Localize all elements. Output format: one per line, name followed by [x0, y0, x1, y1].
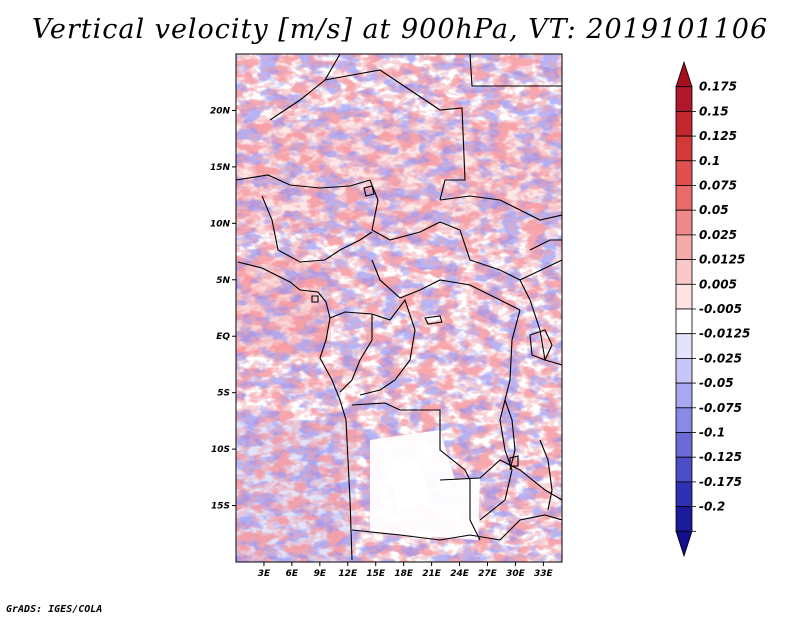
colorbar-segment — [675, 481, 693, 507]
lon-tick-label: 21E — [422, 569, 442, 579]
colorbar-label: -0.175 — [699, 475, 742, 489]
colorbar-segment — [675, 234, 693, 260]
lon-tick-label: 30E — [506, 569, 526, 579]
lon-tick-label: 15E — [366, 569, 386, 579]
lon-tick-label: 12E — [338, 569, 358, 579]
colorbar-segment — [675, 209, 693, 236]
border-car — [371, 259, 521, 311]
colorbar-label: 0.05 — [699, 203, 729, 217]
colorbar-segment — [675, 135, 693, 162]
country-borders — [236, 54, 562, 561]
colorbar-label: 0.005 — [699, 277, 737, 291]
colorbar-segment — [675, 259, 693, 285]
lon-tick-label: 9E — [314, 569, 327, 579]
lake-malawi — [539, 439, 553, 511]
border-north-2 — [324, 69, 466, 201]
colorbar-segment — [675, 111, 693, 137]
border-eastafrica-1 — [519, 279, 562, 366]
border-drc-east — [479, 309, 521, 521]
lat-tick-label: 15S — [211, 502, 230, 512]
colorbar: 0.175 0.15 0.125 0.1 0.075 0.05 0.025 0.0125 0.0… — [675, 60, 750, 558]
angola-white-patch-2 — [388, 460, 430, 512]
lake-tanganyika — [504, 399, 516, 471]
lake-victoria — [529, 329, 553, 361]
colorbar-segment — [675, 333, 693, 359]
colorbar-label: -0.2 — [699, 500, 725, 514]
colorbar-label: 0.025 — [699, 228, 737, 242]
colorbar-segment — [675, 407, 693, 433]
border-nigeria — [261, 195, 373, 263]
colorbar-label: -0.025 — [699, 351, 742, 365]
colorbar-segment — [675, 86, 693, 112]
latitude-axis: 20N 15N 10N 5N EQ 5S 10S 15S — [210, 106, 236, 512]
colorbar-label: 0.15 — [699, 104, 729, 118]
lat-tick-label: 10S — [211, 445, 230, 455]
colorbar-label: -0.0125 — [699, 327, 750, 341]
colorbar-segment — [675, 456, 693, 483]
colorbar-segment — [675, 432, 693, 458]
colorbar-segment — [675, 185, 693, 211]
colorbar-label: 0.0125 — [699, 253, 745, 267]
lat-tick-label: EQ — [216, 332, 230, 342]
border-eastafrica-2 — [529, 239, 562, 251]
lon-tick-label: 3E — [258, 569, 271, 579]
lon-tick-label: 18E — [394, 569, 414, 579]
border-angola-south — [351, 529, 501, 541]
border-mozambique — [499, 514, 562, 541]
small-lake-2 — [509, 455, 519, 467]
lake-chad — [363, 185, 375, 197]
coastline-west — [237, 261, 353, 561]
colorbar-segment — [675, 160, 693, 186]
colorbar-segment — [675, 283, 693, 310]
lon-tick-label: 24E — [450, 569, 470, 579]
colorbar-label: -0.005 — [699, 302, 742, 316]
border-cameroon — [329, 311, 373, 393]
colorbar-label: -0.1 — [699, 426, 725, 440]
colorbar-segment — [675, 506, 693, 532]
colorbar-label: -0.05 — [699, 376, 734, 390]
plot-title: Vertical velocity [m/s] at 900hPa, VT: 2… — [31, 14, 769, 45]
map-frame — [235, 53, 563, 563]
lon-tick-label: 33E — [534, 569, 554, 579]
border-congo — [359, 298, 416, 396]
colorbar-label: -0.075 — [699, 401, 742, 415]
border-angola — [351, 402, 481, 541]
border-sahel-1 — [236, 174, 379, 231]
lat-tick-label: 20N — [210, 106, 231, 116]
colorbar-segment — [675, 357, 693, 384]
border-sudan — [439, 195, 562, 221]
lon-tick-label: 6E — [286, 569, 299, 579]
colorbar-top-arrow — [675, 60, 693, 88]
colorbar-label: -0.125 — [699, 450, 742, 464]
border-north-1 — [269, 54, 341, 121]
colorbar-label: 0.075 — [699, 179, 737, 193]
grads-credit: GrADS: IGES/COLA — [6, 604, 103, 615]
lon-tick-label: 27E — [478, 569, 498, 579]
lat-tick-label: 10N — [210, 219, 231, 229]
colorbar-label: 0.125 — [699, 129, 737, 143]
border-north-3 — [469, 54, 562, 87]
small-lake-1 — [424, 315, 443, 325]
colorbar-label: 0.175 — [699, 80, 737, 94]
colorbar-segment — [675, 308, 693, 335]
lat-tick-label: 5S — [217, 389, 230, 399]
lat-tick-label: 15N — [210, 163, 231, 173]
coast-island — [311, 295, 319, 303]
colorbar-bottom-arrow — [675, 530, 693, 558]
lat-tick-label: 5N — [216, 276, 230, 286]
border-sahel-2 — [371, 221, 562, 281]
colorbar-segment — [675, 382, 693, 409]
colorbar-label: 0.1 — [699, 154, 720, 168]
longitude-axis: 3E 6E 9E 12E 15E 18E 21E 24E 27E 30E 33E — [258, 562, 554, 579]
